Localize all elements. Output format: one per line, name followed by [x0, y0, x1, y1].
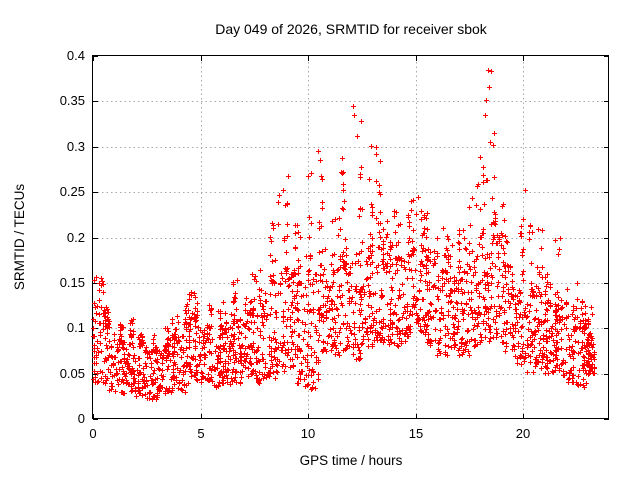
- x-tick-label: 20: [516, 426, 530, 441]
- x-tick-label: 5: [197, 426, 204, 441]
- data-points: [91, 68, 597, 402]
- y-tick-label: 0.4: [67, 48, 85, 63]
- x-axis-label: GPS time / hours: [300, 453, 403, 468]
- scatter-points: [91, 68, 597, 402]
- chart-title: Day 049 of 2026, SRMTID for receiver sbo…: [215, 21, 488, 37]
- y-tick-label: 0.3: [67, 139, 85, 154]
- y-tick-label: 0.2: [67, 230, 85, 245]
- tick-labels: 0 5 10 15 20 0 0.05 0.1 0.15 0.2 0.25 0.3 0.35 0.4: [60, 48, 531, 441]
- y-tick-label: 0.25: [60, 184, 85, 199]
- y-tick-label: 0.15: [60, 275, 85, 290]
- y-tick-label: 0: [78, 411, 85, 426]
- plot-border: [92, 55, 609, 419]
- x-tick-label: 0: [89, 426, 96, 441]
- axis-ticks: [93, 56, 609, 420]
- y-axis-label: SRMTID / TECUs: [12, 184, 27, 291]
- y-tick-label: 0.1: [67, 320, 85, 335]
- y-tick-label: 0.05: [60, 366, 85, 381]
- y-tick-label: 0.35: [60, 93, 85, 108]
- gridlines: [93, 56, 609, 419]
- x-tick-label: 10: [301, 426, 315, 441]
- x-tick-label: 15: [409, 426, 423, 441]
